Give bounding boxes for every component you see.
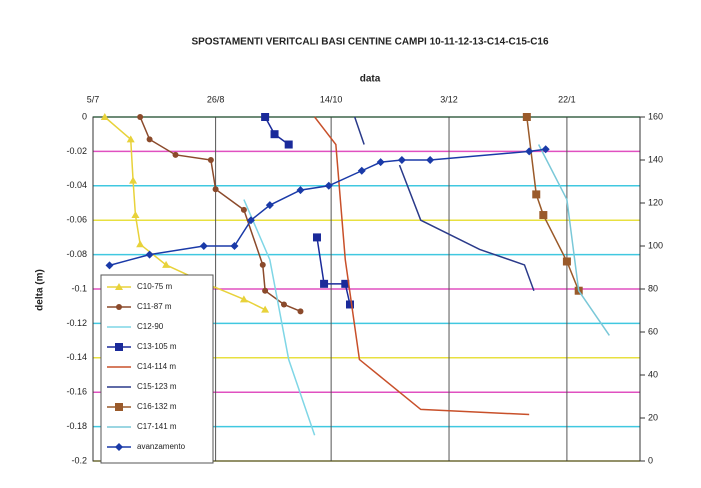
data-point (136, 240, 145, 248)
legend-label: C16-132 m (137, 402, 177, 411)
data-point (259, 261, 266, 268)
legend-label: C15-123 m (137, 382, 177, 391)
data-point (532, 190, 541, 199)
legend-marker (115, 343, 123, 351)
data-point (426, 156, 435, 164)
x-tick-label: 26/8 (207, 94, 225, 104)
data-point (261, 113, 270, 121)
y-tick-label: -0.12 (66, 318, 87, 328)
y-tick-label: -0.1 (71, 283, 87, 293)
y2-tick-label: 120 (648, 197, 663, 207)
y-tick-label: -0.2 (71, 455, 87, 465)
data-point (145, 250, 154, 259)
x-tick-label: 22/1 (558, 94, 576, 104)
x-tick-label: 5/7 (87, 94, 100, 104)
data-point (126, 135, 135, 143)
y-tick-label: -0.14 (66, 352, 87, 362)
data-point (265, 201, 274, 210)
legend-marker (115, 443, 123, 451)
data-point (324, 181, 333, 190)
y-axis-label: delta (m) (35, 269, 46, 311)
x-tick-label: 14/10 (320, 94, 343, 104)
data-point (320, 279, 329, 288)
data-point (261, 305, 270, 313)
data-point (262, 287, 269, 294)
series-line (537, 144, 610, 336)
legend-label: C13-105 m (137, 342, 177, 351)
data-point (341, 279, 350, 288)
legend-label: C14-114 m (137, 362, 176, 371)
data-point (146, 136, 153, 143)
y-tick-label: -0.16 (66, 387, 87, 397)
data-point (284, 140, 293, 149)
data-point (296, 186, 305, 195)
series-line (264, 116, 351, 305)
data-point (131, 211, 140, 219)
y2-tick-label: 0 (648, 455, 653, 465)
data-point (397, 156, 406, 164)
y-tick-label: -0.02 (66, 146, 87, 156)
data-point (357, 166, 366, 175)
y2-tick-label: 100 (648, 240, 663, 250)
data-point (376, 158, 385, 167)
data-point (312, 233, 321, 242)
data-point (539, 211, 548, 220)
series-line (243, 199, 316, 436)
series-line (139, 116, 301, 313)
series-line (354, 116, 535, 291)
y2-tick-label: 80 (648, 283, 658, 293)
data-point (172, 151, 179, 158)
series-line (314, 116, 530, 416)
data-point (280, 301, 287, 308)
data-point (240, 206, 247, 213)
legend-label: C17-141 m (137, 422, 177, 431)
y-tick-label: -0.04 (66, 180, 87, 190)
data-point (129, 176, 138, 184)
legend-label: C12-90 (137, 322, 164, 331)
x-axis-label: data (360, 74, 381, 85)
y2-tick-label: 40 (648, 369, 658, 379)
y-tick-label: -0.08 (66, 249, 87, 259)
y2-tick-label: 140 (648, 154, 663, 164)
y2-tick-label: 60 (648, 326, 658, 336)
data-point (345, 300, 354, 309)
data-point (522, 113, 531, 121)
data-point (246, 216, 255, 225)
data-point (239, 295, 248, 303)
data-point (230, 242, 239, 250)
y-tick-label: -0.18 (66, 421, 87, 431)
legend-marker (115, 283, 123, 290)
data-point (297, 308, 304, 315)
y-tick-label: 0 (82, 111, 87, 121)
data-point (212, 186, 219, 193)
data-point (270, 130, 279, 139)
legend-label: avanzamento (137, 442, 186, 451)
data-point (199, 242, 208, 250)
data-point (105, 261, 114, 270)
data-point (525, 147, 534, 156)
y2-tick-label: 20 (648, 412, 658, 422)
data-point (207, 157, 214, 163)
x-tick-label: 3/12 (440, 94, 458, 104)
y2-tick-label: 160 (648, 111, 663, 121)
chart-title: SPOSTAMENTI VERITCALI BASI CENTINE CAMPI… (191, 37, 549, 48)
legend-marker (115, 403, 123, 411)
legend-label: C11-87 m (137, 302, 172, 311)
y-tick-label: -0.06 (66, 215, 87, 225)
data-point (137, 114, 144, 120)
data-point (162, 260, 171, 268)
legend-label: C10-75 m (137, 282, 172, 291)
data-point (541, 145, 550, 154)
series-line (526, 116, 580, 292)
data-point (562, 257, 571, 266)
data-point (100, 113, 109, 120)
legend-marker (116, 304, 122, 310)
plot-frame (92, 116, 641, 462)
series-line (109, 148, 546, 267)
